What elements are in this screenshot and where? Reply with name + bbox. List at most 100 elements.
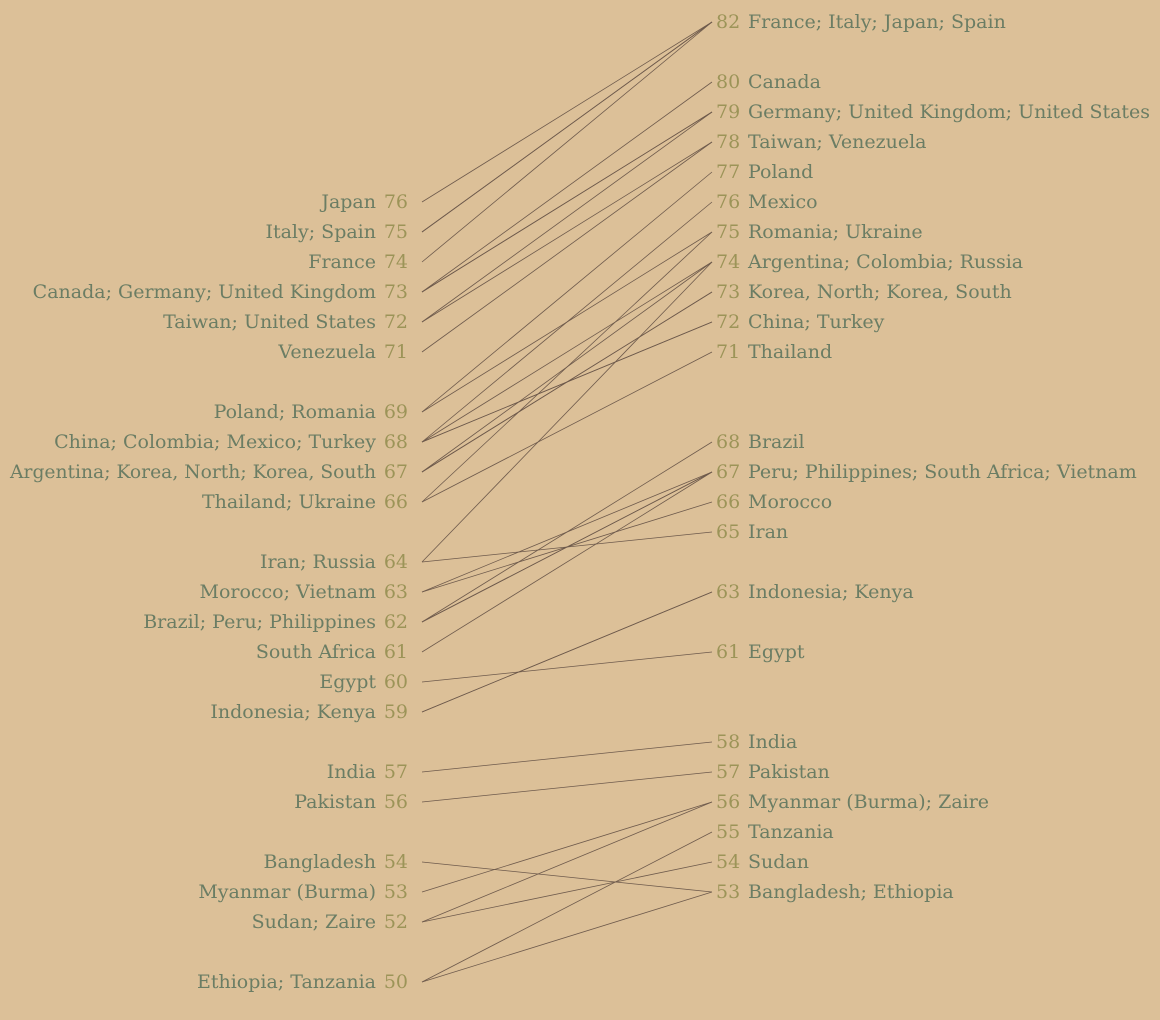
right-country-label: Indonesia; Kenya (748, 581, 914, 603)
slope-line-mexico (421, 201, 713, 443)
right-country-label: Romania; Ukraine (748, 221, 923, 243)
right-value-label: 54 (716, 851, 740, 873)
right-country-label: Morocco (748, 491, 832, 513)
left-country-label: Taiwan; United States (163, 311, 376, 333)
right-country-label: Korea, North; Korea, South (748, 281, 1012, 303)
slope-line-united-kingdom (421, 111, 713, 293)
right-value-label: 57 (716, 761, 740, 783)
left-country-label: Morocco; Vietnam (199, 581, 376, 603)
left-country-label: Ethiopia; Tanzania (197, 971, 376, 993)
right-value-label: 82 (716, 11, 740, 33)
left-country-label: Myanmar (Burma) (198, 881, 376, 903)
right-value-label: 68 (716, 431, 740, 453)
slope-line-spain (421, 21, 713, 233)
left-value-label: 71 (384, 341, 408, 363)
right-value-label: 79 (716, 101, 740, 123)
left-value-label: 74 (384, 251, 408, 273)
right-country-label: Tanzania (748, 821, 834, 843)
left-value-label: 59 (384, 701, 408, 723)
right-value-label: 73 (716, 281, 740, 303)
right-value-label: 74 (716, 251, 740, 273)
left-country-label: Iran; Russia (260, 551, 376, 573)
left-value-label: 56 (384, 791, 408, 813)
slope-line-united-states (421, 111, 713, 323)
slope-line-pakistan (421, 771, 713, 803)
right-value-label: 53 (716, 881, 740, 903)
right-value-label: 56 (716, 791, 740, 813)
left-country-label: Venezuela (277, 341, 376, 363)
left-value-label: 57 (384, 761, 408, 783)
left-value-label: 68 (384, 431, 408, 453)
right-country-label: China; Turkey (748, 311, 885, 333)
slope-line-poland (421, 171, 713, 413)
right-value-label: 77 (716, 161, 740, 183)
slope-line-zaire (421, 801, 713, 923)
right-country-label: Argentina; Colombia; Russia (747, 251, 1023, 273)
slope-line-korea-south (421, 291, 713, 473)
right-value-label: 67 (716, 461, 740, 483)
left-country-label: Pakistan (294, 791, 376, 813)
left-country-label: China; Colombia; Mexico; Turkey (54, 431, 376, 453)
left-value-label: 53 (384, 881, 408, 903)
left-country-label: Indonesia; Kenya (210, 701, 376, 723)
right-value-label: 55 (716, 821, 740, 843)
left-country-label: Bangladesh (264, 851, 377, 873)
right-country-label: Iran (748, 521, 788, 543)
left-country-label: Sudan; Zaire (252, 911, 376, 933)
right-value-label: 58 (716, 731, 740, 753)
slope-line-thailand (421, 351, 713, 503)
right-country-label: Thailand (748, 341, 832, 363)
left-value-label: 73 (384, 281, 408, 303)
right-value-label: 63 (716, 581, 740, 603)
right-labels: 82 France; Italy; Japan; Spain 80 Canada 79 G… (716, 11, 1150, 903)
left-country-label: South Africa (256, 641, 376, 663)
left-country-label: Egypt (319, 671, 376, 693)
right-country-label: Mexico (748, 191, 818, 213)
right-country-label: Taiwan; Venezuela (748, 131, 926, 153)
right-value-label: 65 (716, 521, 740, 543)
slope-line-france (421, 21, 713, 263)
slope-line-japan (421, 21, 713, 203)
right-value-label: 78 (716, 131, 740, 153)
left-value-label: 50 (384, 971, 408, 993)
left-country-label: Poland; Romania (214, 401, 376, 423)
right-country-label: Egypt (748, 641, 805, 663)
slope-line-russia (421, 261, 713, 563)
slope-line-canada (421, 81, 713, 293)
right-value-label: 66 (716, 491, 740, 513)
left-country-label: Japan (319, 191, 376, 213)
left-value-label: 62 (384, 611, 408, 633)
left-value-label: 66 (384, 491, 408, 513)
slope-lines (421, 21, 713, 983)
left-country-label: Argentina; Korea, North; Korea, South (9, 461, 376, 483)
left-labels: 76 Japan 75 Italy; Spain 74 France 73 Canada; G… (9, 191, 408, 993)
right-country-label: Myanmar (Burma); Zaire (748, 791, 989, 813)
right-country-label: India (748, 731, 797, 753)
right-country-label: Poland (748, 161, 813, 183)
left-value-label: 76 (384, 191, 408, 213)
left-country-label: Canada; Germany; United Kingdom (33, 281, 376, 303)
right-country-label: Germany; United Kingdom; United States (748, 101, 1150, 123)
left-value-label: 54 (384, 851, 408, 873)
slope-line-south-africa (421, 471, 713, 653)
left-value-label: 67 (384, 461, 408, 483)
right-country-label: Pakistan (748, 761, 830, 783)
left-country-label: France (308, 251, 376, 273)
slope-line-kenya (421, 591, 713, 713)
slope-line-brazil (421, 441, 713, 623)
right-value-label: 75 (716, 221, 740, 243)
left-country-label: Italy; Spain (265, 221, 376, 243)
right-country-label: Brazil (748, 431, 805, 453)
right-country-label: Canada (748, 71, 821, 93)
slope-line-bangladesh (421, 861, 713, 893)
right-value-label: 72 (716, 311, 740, 333)
left-value-label: 52 (384, 911, 408, 933)
right-value-label: 80 (716, 71, 740, 93)
left-value-label: 72 (384, 311, 408, 333)
slope-line-ethiopia (421, 891, 713, 983)
slope-line-india (421, 741, 713, 773)
right-country-label: Peru; Philippines; South Africa; Vietnam (748, 461, 1137, 483)
slope-line-colombia (421, 261, 713, 443)
left-country-label: Thailand; Ukraine (202, 491, 376, 513)
